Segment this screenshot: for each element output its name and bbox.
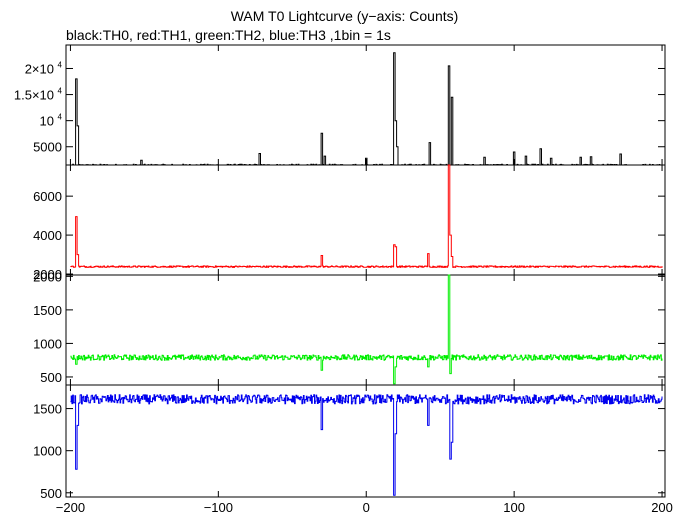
chart-title: WAM T0 Lightcurve (y−axis: Counts) <box>230 8 459 24</box>
panel-3: 500 1000 1500 <box>33 384 666 501</box>
y-tick-label-exponent: 4 <box>58 60 63 69</box>
y-tick-label: 1000 <box>33 444 62 459</box>
y-tick-label: 500 <box>40 370 62 385</box>
panel-frame <box>65 274 666 386</box>
y-tick-label: 2×10 <box>25 61 54 76</box>
y-tick-label: 2000 <box>33 267 62 282</box>
panel-2: 500 1000 1500 2000 <box>33 269 666 386</box>
y-tick-label: 6000 <box>33 189 62 204</box>
y-tick-label: 1500 <box>33 303 62 318</box>
y-tick-label: 10 <box>40 114 54 129</box>
x-tick-label: −200 <box>56 500 85 515</box>
series-line-th2 <box>70 274 663 385</box>
panel-frame <box>65 164 666 276</box>
y-tick-label: 2000 <box>33 269 62 284</box>
y-tick-label-exponent: 4 <box>58 87 63 96</box>
series-line-th3 <box>70 394 663 496</box>
panel-1: 2000 4000 6000 <box>33 164 666 282</box>
x-tick-label: 100 <box>503 500 525 515</box>
y-tick-label: 1500 <box>33 402 62 417</box>
y-tick-label: 500 <box>40 486 62 501</box>
panel-frame <box>65 44 666 166</box>
x-tick-label: −100 <box>204 500 233 515</box>
x-tick-label: 200 <box>651 500 673 515</box>
y-tick-label: 4000 <box>33 228 62 243</box>
panel-frame <box>65 384 666 498</box>
x-tick-label: 0 <box>363 500 370 515</box>
y-tick-label: 1000 <box>33 336 62 351</box>
series-line-th0 <box>70 52 662 166</box>
panel-0: 5000 4 10 4 1.5×10 4 2×10 <box>14 44 666 166</box>
y-tick-label: 1.5×10 <box>14 88 54 103</box>
y-tick-label-exponent: 4 <box>58 113 63 122</box>
y-tick-label: 5000 <box>33 140 62 155</box>
chart-subtitle: black:TH0, red:TH1, green:TH2, blue:TH3 … <box>66 27 391 43</box>
series-line-th1 <box>70 164 663 268</box>
